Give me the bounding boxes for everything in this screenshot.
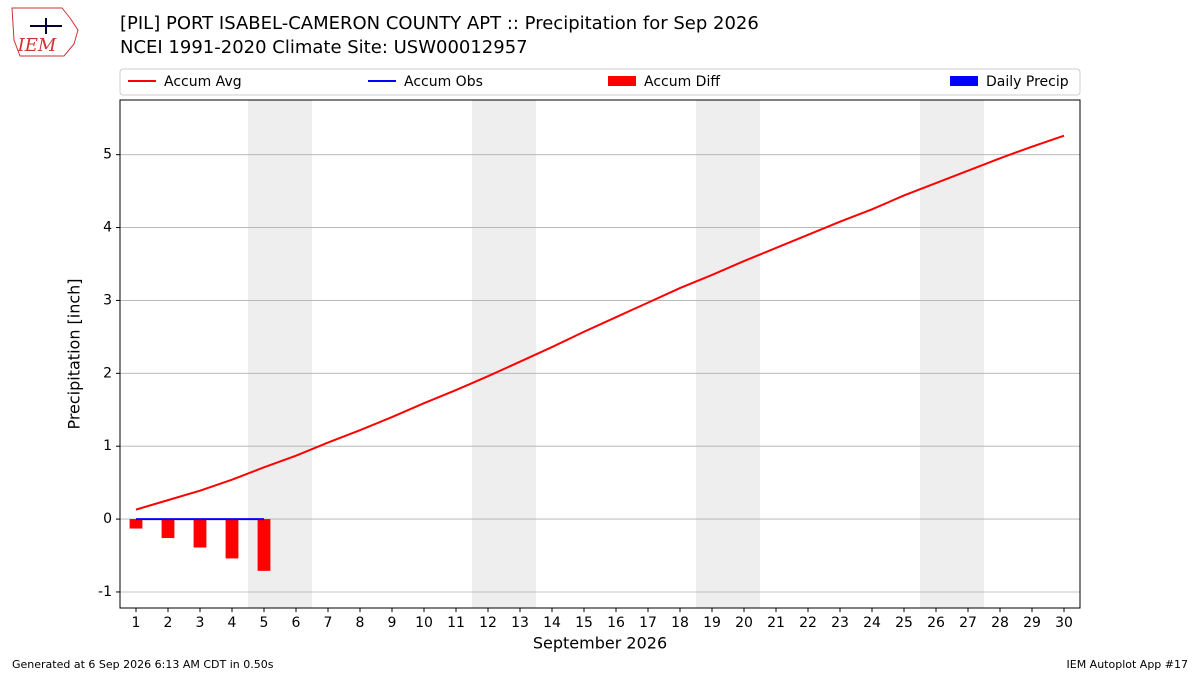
x-tick-label: 4 bbox=[228, 615, 237, 631]
x-tick-label: 21 bbox=[767, 615, 785, 631]
legend-frame bbox=[119, 68, 1081, 96]
x-tick-label: 12 bbox=[479, 615, 497, 631]
x-tick-label: 23 bbox=[831, 615, 849, 631]
x-tick-label: 30 bbox=[1055, 615, 1073, 631]
x-tick-label: 11 bbox=[447, 615, 465, 631]
legend-label: Accum Avg bbox=[164, 74, 242, 90]
x-tick-label: 1 bbox=[132, 615, 141, 631]
footer-left: Generated at 6 Sep 2026 6:13 AM CDT in 0… bbox=[12, 658, 274, 671]
y-tick-label: -1 bbox=[98, 584, 112, 600]
bar bbox=[257, 519, 271, 571]
x-tick-label: 27 bbox=[959, 615, 977, 631]
x-tick-label: 25 bbox=[895, 615, 913, 631]
x-tick-label: 5 bbox=[260, 615, 269, 631]
x-tick-label: 17 bbox=[639, 615, 657, 631]
x-tick-label: 9 bbox=[388, 615, 397, 631]
x-tick-label: 13 bbox=[511, 615, 529, 631]
x-tick-label: 29 bbox=[1023, 615, 1041, 631]
x-tick-label: 16 bbox=[607, 615, 625, 631]
legend-swatch bbox=[608, 76, 636, 86]
bar bbox=[225, 519, 239, 559]
weekend-shade bbox=[472, 100, 536, 608]
y-tick-label: 5 bbox=[103, 147, 112, 163]
x-tick-label: 8 bbox=[356, 615, 365, 631]
x-tick-label: 6 bbox=[292, 615, 301, 631]
legend-swatch bbox=[950, 76, 978, 86]
y-tick-label: 0 bbox=[103, 511, 112, 527]
x-tick-label: 18 bbox=[671, 615, 689, 631]
bar bbox=[193, 519, 207, 548]
y-tick-label: 3 bbox=[103, 292, 112, 308]
legend-label: Daily Precip bbox=[986, 74, 1069, 90]
y-tick-label: 1 bbox=[103, 438, 112, 454]
x-axis-label: September 2026 bbox=[533, 634, 667, 653]
x-tick-label: 10 bbox=[415, 615, 433, 631]
x-tick-label: 2 bbox=[164, 615, 173, 631]
line bbox=[135, 134, 1065, 511]
logo-text: IEM bbox=[17, 35, 57, 56]
bar bbox=[161, 519, 175, 539]
legend: Accum Avg Accum Obs Accum Diff Daily Precip bbox=[119, 68, 1081, 96]
logo: IEM bbox=[11, 7, 79, 57]
x-tick-label: 24 bbox=[863, 615, 881, 631]
y-tick-label: 2 bbox=[103, 365, 112, 381]
x-tick-label: 28 bbox=[991, 615, 1009, 631]
chart-subtitle: NCEI 1991-2020 Climate Site: USW00012957 bbox=[120, 37, 528, 58]
x-tick-label: 20 bbox=[735, 615, 753, 631]
x-tick-label: 15 bbox=[575, 615, 593, 631]
x-tick-label: 19 bbox=[703, 615, 721, 631]
x-tick-label: 22 bbox=[799, 615, 817, 631]
x-tick-label: 7 bbox=[324, 615, 333, 631]
bar bbox=[129, 519, 143, 529]
x-tick-label: 14 bbox=[543, 615, 561, 631]
legend-label: Accum Obs bbox=[404, 74, 483, 90]
plot-frame bbox=[119, 99, 1081, 609]
y-tick-label: 4 bbox=[103, 220, 112, 236]
legend-label: Accum Diff bbox=[644, 74, 720, 90]
weekend-shade bbox=[696, 100, 760, 608]
footer-right: IEM Autoplot App #17 bbox=[1067, 658, 1189, 671]
x-tick-label: 26 bbox=[927, 615, 945, 631]
y-axis-label: Precipitation [inch] bbox=[65, 278, 84, 429]
x-tick-label: 3 bbox=[196, 615, 205, 631]
chart-title: [PIL] PORT ISABEL-CAMERON COUNTY APT :: … bbox=[120, 13, 759, 34]
